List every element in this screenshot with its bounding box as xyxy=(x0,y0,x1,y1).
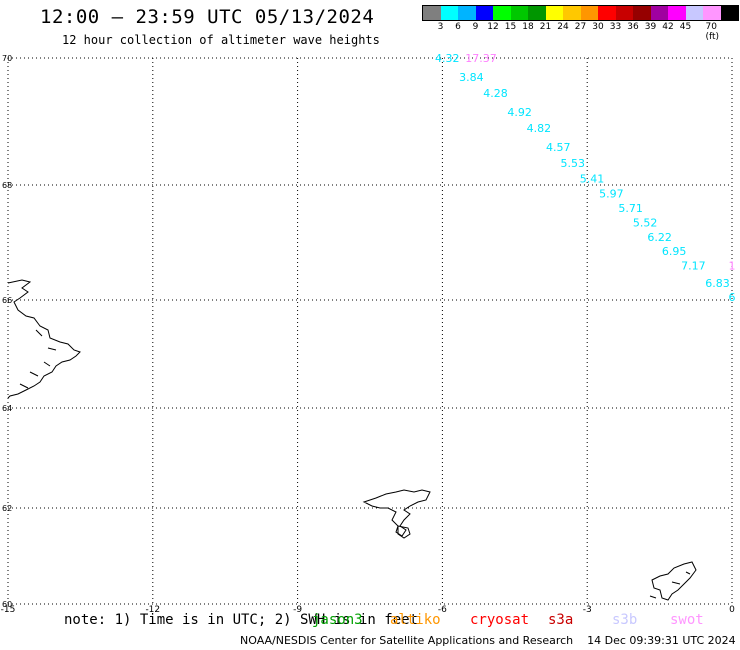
colorbar-swatch xyxy=(720,6,738,20)
colorbar-label: 21 xyxy=(539,22,552,32)
wave-height-label-swot: 1 xyxy=(729,260,736,273)
colorbar-label: 12 xyxy=(487,22,499,32)
map-title: 12:00 – 23:59 UTC 05/13/2024 xyxy=(40,6,375,28)
coastlines xyxy=(7,279,697,601)
colorbar-swatch xyxy=(685,6,703,20)
longitude-tick: -9 xyxy=(293,605,302,615)
satellite-legend-jason3: jason3 xyxy=(312,612,363,628)
satellite-legend-altiko: altiko xyxy=(390,612,441,628)
wave-height-label: 4.32 xyxy=(435,52,460,65)
axis-ticks: -15 -12 -9 -6 -3 0 70 68 66 64 62 60 xyxy=(1,54,735,615)
latitude-tick: 70 xyxy=(2,54,12,63)
faroe-islands-south xyxy=(397,525,411,539)
colorbar-swatch xyxy=(475,6,493,20)
colorbar-swatch xyxy=(633,6,651,20)
latitude-tick: 68 xyxy=(2,181,12,190)
wave-height-colorbar xyxy=(422,5,739,21)
wave-height-label: 6.22 xyxy=(647,231,672,244)
colorbar-label: 27 xyxy=(574,22,587,32)
wave-height-label: 5.71 xyxy=(618,202,643,215)
colorbar-label: 15 xyxy=(504,22,517,32)
longitude-tick: -6 xyxy=(438,605,447,615)
wave-height-labels: 4.32 3.84 4.28 4.92 4.82 4.57 5.53 5.41 5.975.71… xyxy=(435,52,736,304)
colorbar-label: 30 xyxy=(592,22,604,32)
latitude-tick: 60 xyxy=(2,600,12,609)
colorbar-swatch xyxy=(668,6,686,20)
colorbar-swatch xyxy=(545,6,563,20)
colorbar-label: 18 xyxy=(522,22,534,32)
colorbar-swatch xyxy=(580,6,598,20)
colorbar-swatch xyxy=(598,6,616,20)
longitude-tick: -15 xyxy=(1,605,16,615)
wave-height-label: 4.28 xyxy=(483,87,508,100)
map-subtitle: 12 hour collection of altimeter wave hei… xyxy=(62,33,380,47)
colorbar-swatch xyxy=(528,6,546,20)
wave-height-label: 4.57 xyxy=(546,141,571,154)
wave-height-label: 5.97 xyxy=(599,188,624,201)
note-text: note: 1) Time is in UTC; 2) SWH is in fe… xyxy=(64,612,419,628)
colorbar-swatch xyxy=(493,6,511,20)
legend-row: note: 1) Time is in UTC; 2) SWH is in fe… xyxy=(0,612,740,630)
colorbar-label: 6 xyxy=(455,22,461,32)
longitude-tick: -3 xyxy=(583,605,592,615)
colorbar-label: 3 xyxy=(437,22,444,32)
colorbar-label: 45 xyxy=(679,22,692,32)
wave-height-label-swot: 17.37 xyxy=(465,52,497,65)
satellite-legend-s3b: s3b xyxy=(612,612,638,628)
wave-height-label: 7.17 xyxy=(681,260,706,273)
shetland-islands xyxy=(651,561,697,601)
longitude-tick: -12 xyxy=(145,605,160,615)
wave-height-label: 6.83 xyxy=(705,277,730,290)
wave-height-label: 6.95 xyxy=(662,245,687,258)
satellite-legend-swot: swot xyxy=(670,612,704,628)
shetland-islets xyxy=(649,571,691,599)
colorbar-swatch xyxy=(423,6,441,20)
footer-timestamp: 14 Dec 09:39:31 UTC 2024 xyxy=(587,634,736,647)
satellite-legend-cryosat: cryosat xyxy=(470,612,530,628)
colorbar-label: 42 xyxy=(662,22,674,32)
iceland-coastline-detail xyxy=(19,329,57,389)
colorbar-label: 24 xyxy=(557,22,569,32)
colorbar-label: 70 (ft) xyxy=(705,22,720,42)
map-grid xyxy=(7,57,733,605)
colorbar-swatch xyxy=(440,6,458,20)
colorbar-label: 39 xyxy=(644,22,657,32)
wave-height-label: 4.92 xyxy=(507,106,532,119)
colorbar-swatch xyxy=(703,6,721,20)
satellite-legend-s3a: s3a xyxy=(548,612,574,628)
iceland-coastline xyxy=(7,279,81,399)
colorbar-label: 33 xyxy=(609,22,622,32)
wave-height-label: 5.52 xyxy=(633,216,658,229)
colorbar-swatch xyxy=(458,6,476,20)
wave-height-label: 5.53 xyxy=(560,157,585,170)
colorbar-label: 36 xyxy=(627,22,639,32)
colorbar-swatch xyxy=(563,6,581,20)
longitude-tick: 0 xyxy=(729,605,735,615)
wave-height-label: 3.84 xyxy=(459,71,484,84)
colorbar-label: 9 xyxy=(472,22,479,32)
colorbar-swatch xyxy=(650,6,668,20)
footer: NOAA/NESDIS Center for Satellite Applica… xyxy=(240,634,736,647)
wave-height-label: 5.41 xyxy=(580,173,605,186)
colorbar-swatch xyxy=(615,6,633,20)
footer-credit: NOAA/NESDIS Center for Satellite Applica… xyxy=(240,634,574,647)
faroe-islands xyxy=(362,489,431,537)
latitude-tick: 62 xyxy=(2,504,12,513)
latitude-tick: 64 xyxy=(2,404,12,413)
wave-height-label: 4.82 xyxy=(527,122,552,135)
latitude-tick: 66 xyxy=(2,296,12,305)
colorbar-swatch xyxy=(510,6,528,20)
wave-height-label: 6 xyxy=(729,291,736,304)
